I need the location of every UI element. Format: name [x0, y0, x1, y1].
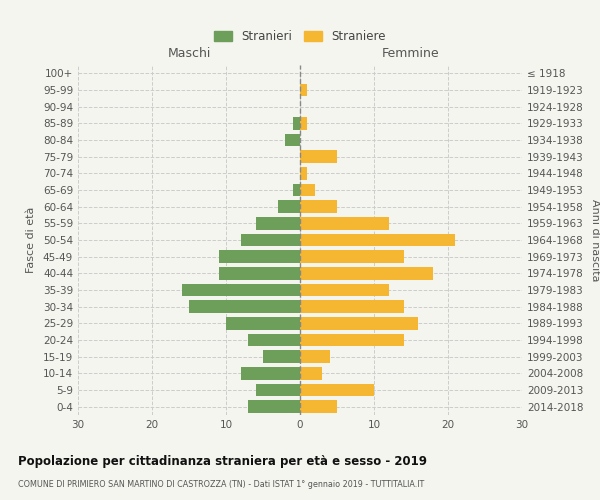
Bar [241, 367, 300, 380]
Bar [189, 300, 300, 313]
Bar [248, 334, 300, 346]
Bar [300, 350, 329, 363]
Bar [300, 84, 307, 96]
Bar [300, 117, 307, 130]
Bar [218, 250, 300, 263]
Text: COMUNE DI PRIMIERO SAN MARTINO DI CASTROZZA (TN) - Dati ISTAT 1° gennaio 2019 - : COMUNE DI PRIMIERO SAN MARTINO DI CASTRO… [18, 480, 424, 489]
Bar [300, 184, 315, 196]
Bar [300, 267, 433, 280]
Bar [256, 384, 300, 396]
Bar [300, 217, 389, 230]
Legend: Stranieri, Straniere: Stranieri, Straniere [209, 26, 391, 48]
Bar [241, 234, 300, 246]
Bar [300, 300, 404, 313]
Bar [300, 317, 418, 330]
Bar [293, 117, 300, 130]
Bar [300, 400, 337, 413]
Bar [300, 150, 337, 163]
Bar [300, 384, 374, 396]
Y-axis label: Fasce di età: Fasce di età [26, 207, 36, 273]
Text: Popolazione per cittadinanza straniera per età e sesso - 2019: Popolazione per cittadinanza straniera p… [18, 455, 427, 468]
Bar [218, 267, 300, 280]
Bar [300, 234, 455, 246]
Bar [285, 134, 300, 146]
Text: Maschi: Maschi [167, 47, 211, 60]
Bar [256, 217, 300, 230]
Y-axis label: Anni di nascita: Anni di nascita [590, 198, 600, 281]
Bar [293, 184, 300, 196]
Bar [182, 284, 300, 296]
Bar [300, 167, 307, 179]
Text: Femmine: Femmine [382, 47, 440, 60]
Bar [300, 200, 337, 213]
Bar [300, 250, 404, 263]
Bar [300, 334, 404, 346]
Bar [263, 350, 300, 363]
Bar [278, 200, 300, 213]
Bar [226, 317, 300, 330]
Bar [300, 284, 389, 296]
Bar [300, 367, 322, 380]
Bar [248, 400, 300, 413]
